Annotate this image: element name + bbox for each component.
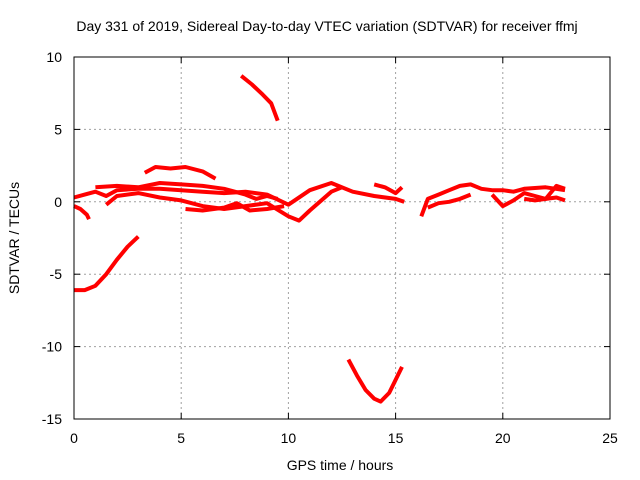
x-tick-label: 10 (281, 430, 297, 446)
series-arc-6 (73, 181, 405, 207)
y-tick-label: 0 (54, 194, 62, 210)
plot-frame (73, 56, 611, 420)
y-tick-label: 5 (54, 121, 62, 137)
series-arc-12 (427, 192, 472, 210)
series-arc-8 (95, 181, 279, 201)
series-arc-4 (346, 358, 404, 404)
x-tick-label: 25 (602, 430, 618, 446)
series-arc-3 (239, 74, 280, 122)
grid-layer (74, 57, 610, 419)
series-arc-7 (104, 185, 343, 223)
y-axis-label: SDTVAR / TECUs (6, 182, 22, 294)
series-arc-13 (490, 191, 566, 209)
series-arc-2 (74, 235, 140, 293)
y-tick-label: -10 (42, 339, 62, 355)
y-tick-label: -5 (50, 266, 63, 282)
series-arc-5 (143, 165, 217, 181)
series-arc-11 (419, 182, 566, 217)
chart-title: Day 331 of 2019, Sidereal Day-to-day VTE… (76, 18, 577, 34)
tick-layer: 0 5 10 15 20 25 -15 -10 -5 0 5 10 (42, 49, 618, 446)
y-tick-label: 10 (46, 49, 62, 65)
series-arc-10 (373, 182, 404, 196)
x-axis-label: GPS time / hours (287, 457, 394, 473)
x-tick-label: 5 (177, 430, 185, 446)
x-tick-label: 15 (388, 430, 404, 446)
series-arc-9 (185, 201, 285, 213)
series-arc-14 (523, 183, 566, 203)
x-tick-label: 0 (70, 430, 78, 446)
series-arc-1 (73, 204, 91, 221)
y-tick-label: -15 (42, 411, 62, 427)
series-layer (73, 74, 566, 404)
x-tick-label: 20 (495, 430, 511, 446)
